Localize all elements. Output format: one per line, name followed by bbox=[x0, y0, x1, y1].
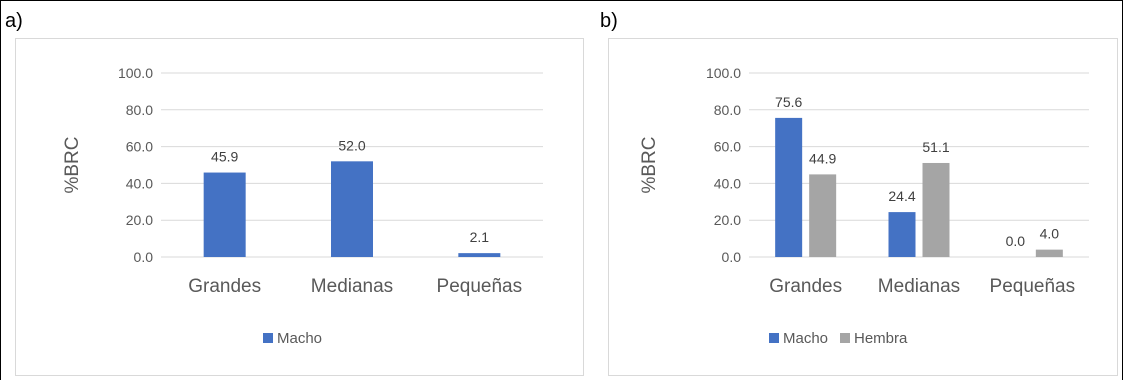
panel-label-b: b) bbox=[600, 10, 618, 32]
chart-b-category-label: Pequeñas bbox=[990, 276, 1076, 297]
chart-b-data-label: 75.6 bbox=[775, 94, 802, 110]
chart-b-category-label: Medianas bbox=[878, 276, 960, 297]
chart-a-ytick-label: 80.0 bbox=[126, 102, 153, 118]
chart-a-category-label: Pequeñas bbox=[437, 276, 523, 297]
chart-b-legend-label: Hembra bbox=[854, 330, 908, 347]
chart-b-bar-macho bbox=[775, 117, 803, 258]
chart-b-data-label: 4.0 bbox=[1040, 226, 1060, 242]
chart-b-legend-swatch bbox=[840, 333, 850, 343]
chart-a-ytick-label: 60.0 bbox=[126, 139, 153, 155]
chart-a-legend-swatch bbox=[263, 333, 273, 343]
chart-b-ylabel: %BRC bbox=[639, 136, 660, 193]
chart-a-data-label: 2.1 bbox=[470, 229, 490, 245]
chart-b-bar-hembra bbox=[1035, 249, 1063, 257]
chart-b-ytick-label: 40.0 bbox=[714, 175, 741, 191]
chart-a-ylabel: %BRC bbox=[62, 136, 83, 193]
chart-b-ytick-label: 20.0 bbox=[714, 212, 741, 228]
chart-b-legend-label: Macho bbox=[783, 330, 828, 347]
chart-b-bar-macho bbox=[888, 212, 916, 257]
chart-b-legend-swatch bbox=[769, 333, 779, 343]
chart-a-ytick-label: 100.0 bbox=[118, 65, 153, 81]
chart-a-data-label: 52.0 bbox=[338, 137, 365, 153]
chart-b-ytick-label: 0.0 bbox=[722, 249, 742, 265]
chart-a-bar-macho bbox=[331, 161, 373, 257]
chart-a-ytick-label: 20.0 bbox=[126, 212, 153, 228]
chart-a-area: 0.0 20.0 40.0 60.0 80.0 100.0 %BRC 45.9 Grandes 5… bbox=[15, 38, 584, 376]
chart-b-data-label: 0.0 bbox=[1006, 233, 1026, 249]
chart-b-data-label: 44.9 bbox=[809, 150, 836, 166]
chart-b-data-label: 51.1 bbox=[922, 139, 949, 155]
chart-b-bar-hembra bbox=[922, 162, 950, 257]
chart-a: 0.0 20.0 40.0 60.0 80.0 100.0 %BRC 45.9 Grandes 5… bbox=[62, 65, 543, 347]
chart-b-ytick-label: 100.0 bbox=[706, 65, 741, 81]
chart-a-category-label: Grandes bbox=[188, 276, 261, 297]
chart-a-category-label: Medianas bbox=[311, 276, 393, 297]
chart-b-data-label: 24.4 bbox=[888, 188, 915, 204]
chart-b-bar-hembra bbox=[809, 174, 837, 257]
chart-b-ytick-label: 80.0 bbox=[714, 102, 741, 118]
chart-b-ytick-label: 60.0 bbox=[714, 139, 741, 155]
chart-a-ytick-label: 40.0 bbox=[126, 175, 153, 191]
panel-label-a: a) bbox=[5, 10, 23, 32]
chart-a-data-label: 45.9 bbox=[211, 149, 238, 165]
chart-b: 0.0 20.0 40.0 60.0 80.0 100.0 %BRC 75.6 44.9 Gran… bbox=[639, 65, 1089, 347]
chart-b-category-label: Grandes bbox=[769, 276, 842, 297]
chart-a-bar-macho bbox=[458, 253, 501, 257]
chart-b-area: 0.0 20.0 40.0 60.0 80.0 100.0 %BRC 75.6 44.9 Gran… bbox=[608, 38, 1118, 376]
chart-a-legend-label: Macho bbox=[277, 330, 322, 347]
chart-a-ytick-label: 0.0 bbox=[134, 249, 154, 265]
chart-a-bar-macho bbox=[203, 172, 246, 257]
